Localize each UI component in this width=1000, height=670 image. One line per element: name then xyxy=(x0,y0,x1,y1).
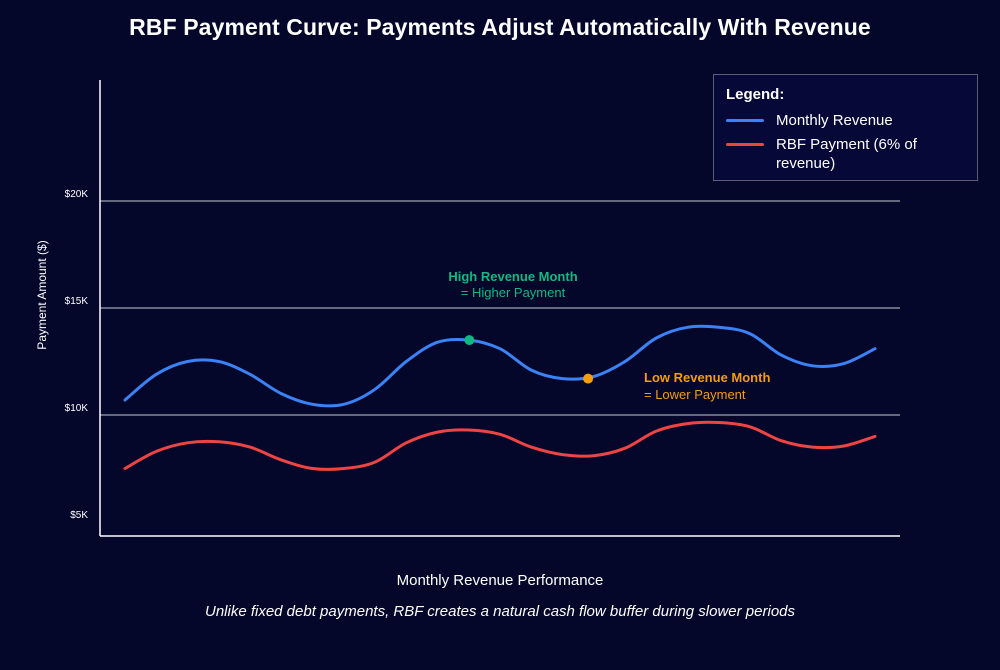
legend-label-payment: RBF Payment (6% of revenue) xyxy=(776,136,917,172)
gridlines xyxy=(100,200,900,416)
annotations: High Revenue Month= Higher Payment Low Re… xyxy=(448,269,770,402)
low-revenue-title: Low Revenue Month xyxy=(644,370,770,385)
legend-item-revenue: Monthly Revenue xyxy=(726,111,965,130)
y-axis-label: Payment Amount ($) xyxy=(35,240,49,349)
x-axis-label: Monthly Revenue Performance xyxy=(396,572,604,589)
high-revenue-text: = Higher Payment xyxy=(461,285,566,300)
high-revenue-marker xyxy=(464,335,475,346)
chart-title: RBF Payment Curve: Payments Adjust Autom… xyxy=(129,14,871,40)
series-lines xyxy=(123,324,877,471)
low-revenue-marker xyxy=(583,373,594,384)
low-revenue-text: = Lower Payment xyxy=(644,387,746,402)
legend-item-payment: RBF Payment (6% of revenue) xyxy=(726,135,965,173)
series-line-payment xyxy=(123,420,877,471)
y-tick-label: $20K xyxy=(65,189,89,200)
y-tick-labels: $5K $10K $15K $20K xyxy=(65,189,89,521)
legend: Legend: Monthly Revenue RBF Payment (6% … xyxy=(713,74,978,181)
legend-title: Legend: xyxy=(726,86,785,103)
legend-swatch-payment xyxy=(726,143,764,146)
y-tick-label: $5K xyxy=(70,510,88,521)
legend-label-revenue: Monthly Revenue xyxy=(776,112,893,129)
y-tick-label: $15K xyxy=(65,296,89,307)
footnote: Unlike fixed debt payments, RBF creates … xyxy=(204,603,796,620)
high-revenue-title: High Revenue Month xyxy=(448,269,577,284)
legend-swatch-revenue xyxy=(726,119,764,122)
series-line-revenue xyxy=(123,324,877,408)
y-tick-label: $10K xyxy=(65,403,89,414)
